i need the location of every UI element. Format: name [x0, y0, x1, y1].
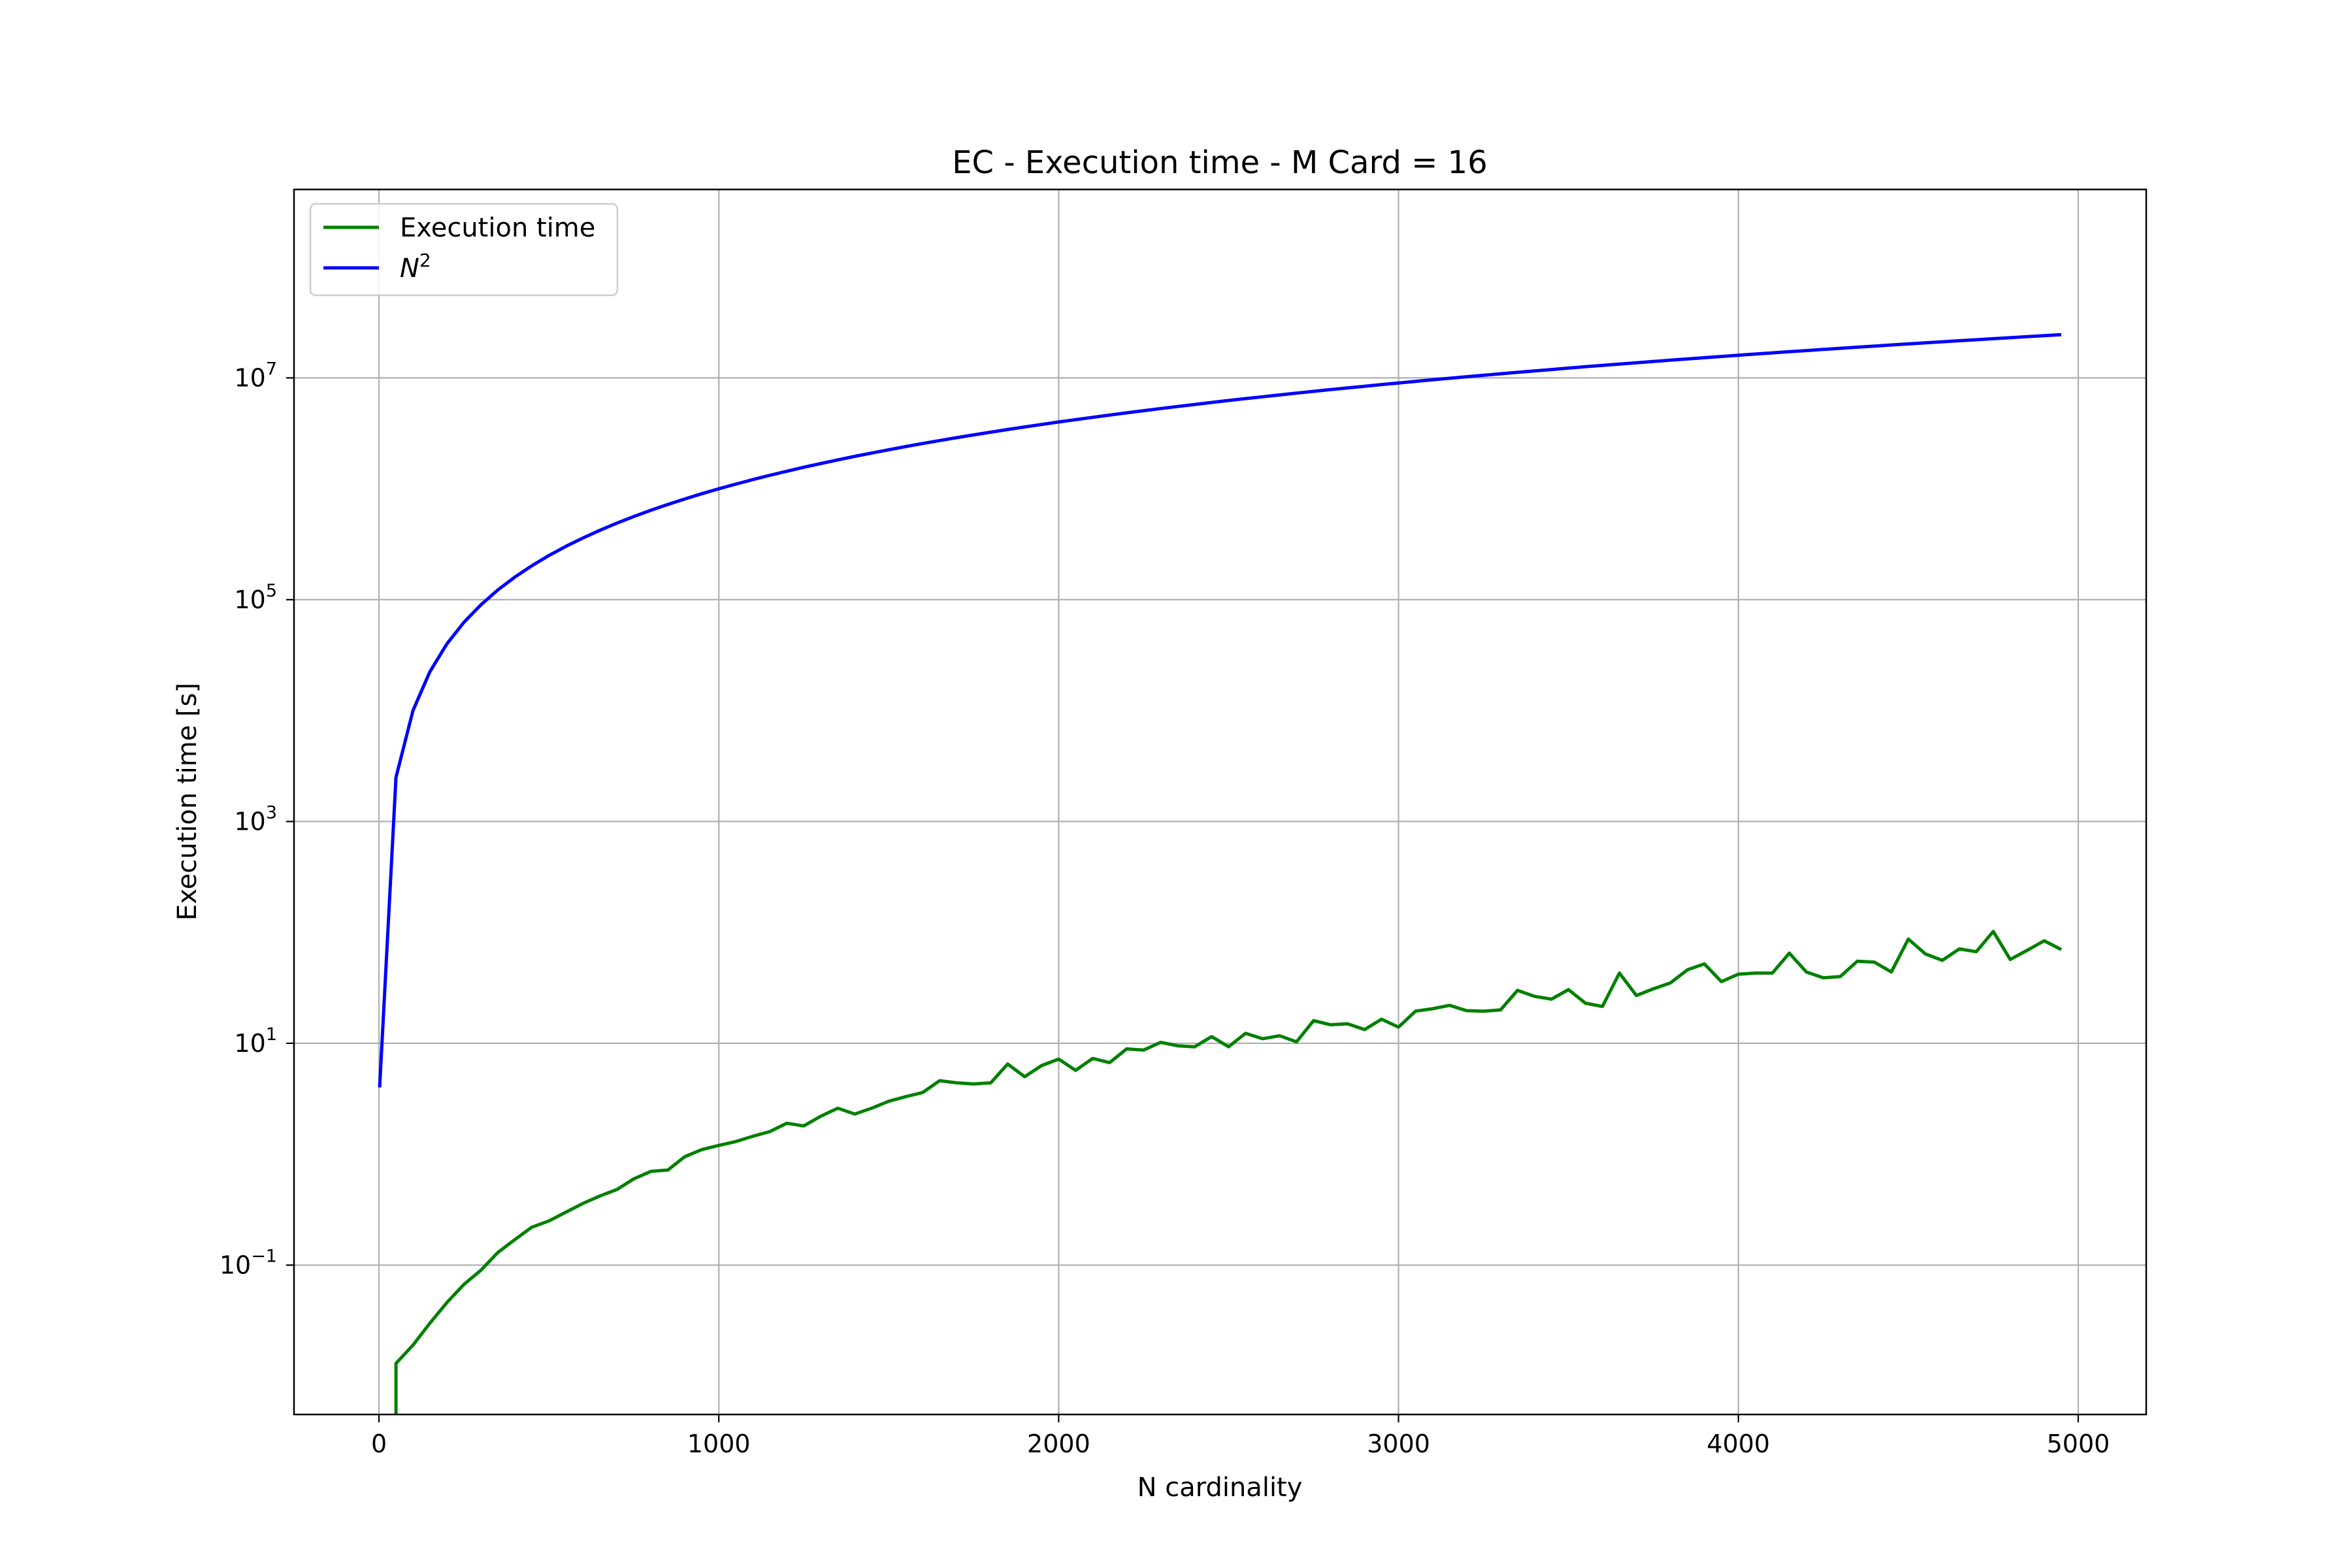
- legend-label-n-squared-base: N: [400, 253, 419, 284]
- x-tick-label: 3000: [1367, 1429, 1430, 1458]
- y-tick-label: 10−1: [220, 1246, 277, 1279]
- y-axis: 10−1 101 103 105 107: [220, 359, 294, 1279]
- series-layer: [378, 333, 2063, 1414]
- x-tick-label: 5000: [2047, 1429, 2110, 1458]
- legend-label-execution-time: Execution time: [400, 213, 595, 243]
- x-tick-label: 0: [371, 1429, 387, 1458]
- grid: [294, 189, 2146, 1414]
- plot-frame: [293, 188, 2148, 1416]
- y-tick-label: 101: [234, 1024, 277, 1058]
- plot-area: [294, 189, 2146, 1414]
- x-tick-label: 2000: [1027, 1429, 1090, 1458]
- legend-label-n-squared-exponent: 2: [419, 250, 431, 271]
- y-axis-label: Execution time [s]: [172, 683, 203, 921]
- legend-label-n-squared: N2: [400, 250, 431, 284]
- chart-title: EC - Execution time - M Card = 16: [952, 144, 1488, 181]
- legend-frame: [309, 203, 619, 297]
- y-tick-label: 107: [234, 359, 277, 392]
- x-axis-label: N cardinality: [1137, 1473, 1303, 1503]
- series-line-execution-time: [394, 930, 2063, 1414]
- x-tick-label: 1000: [687, 1429, 751, 1458]
- series-line-n-squared: [378, 333, 2062, 1088]
- x-tick-label: 4000: [1707, 1429, 1770, 1458]
- legend: Execution time N2: [309, 203, 619, 297]
- y-tick-label: 105: [234, 581, 277, 614]
- x-axis: 0 1000 2000 3000 4000 5000: [371, 1414, 2110, 1458]
- y-tick-label: 103: [234, 802, 277, 836]
